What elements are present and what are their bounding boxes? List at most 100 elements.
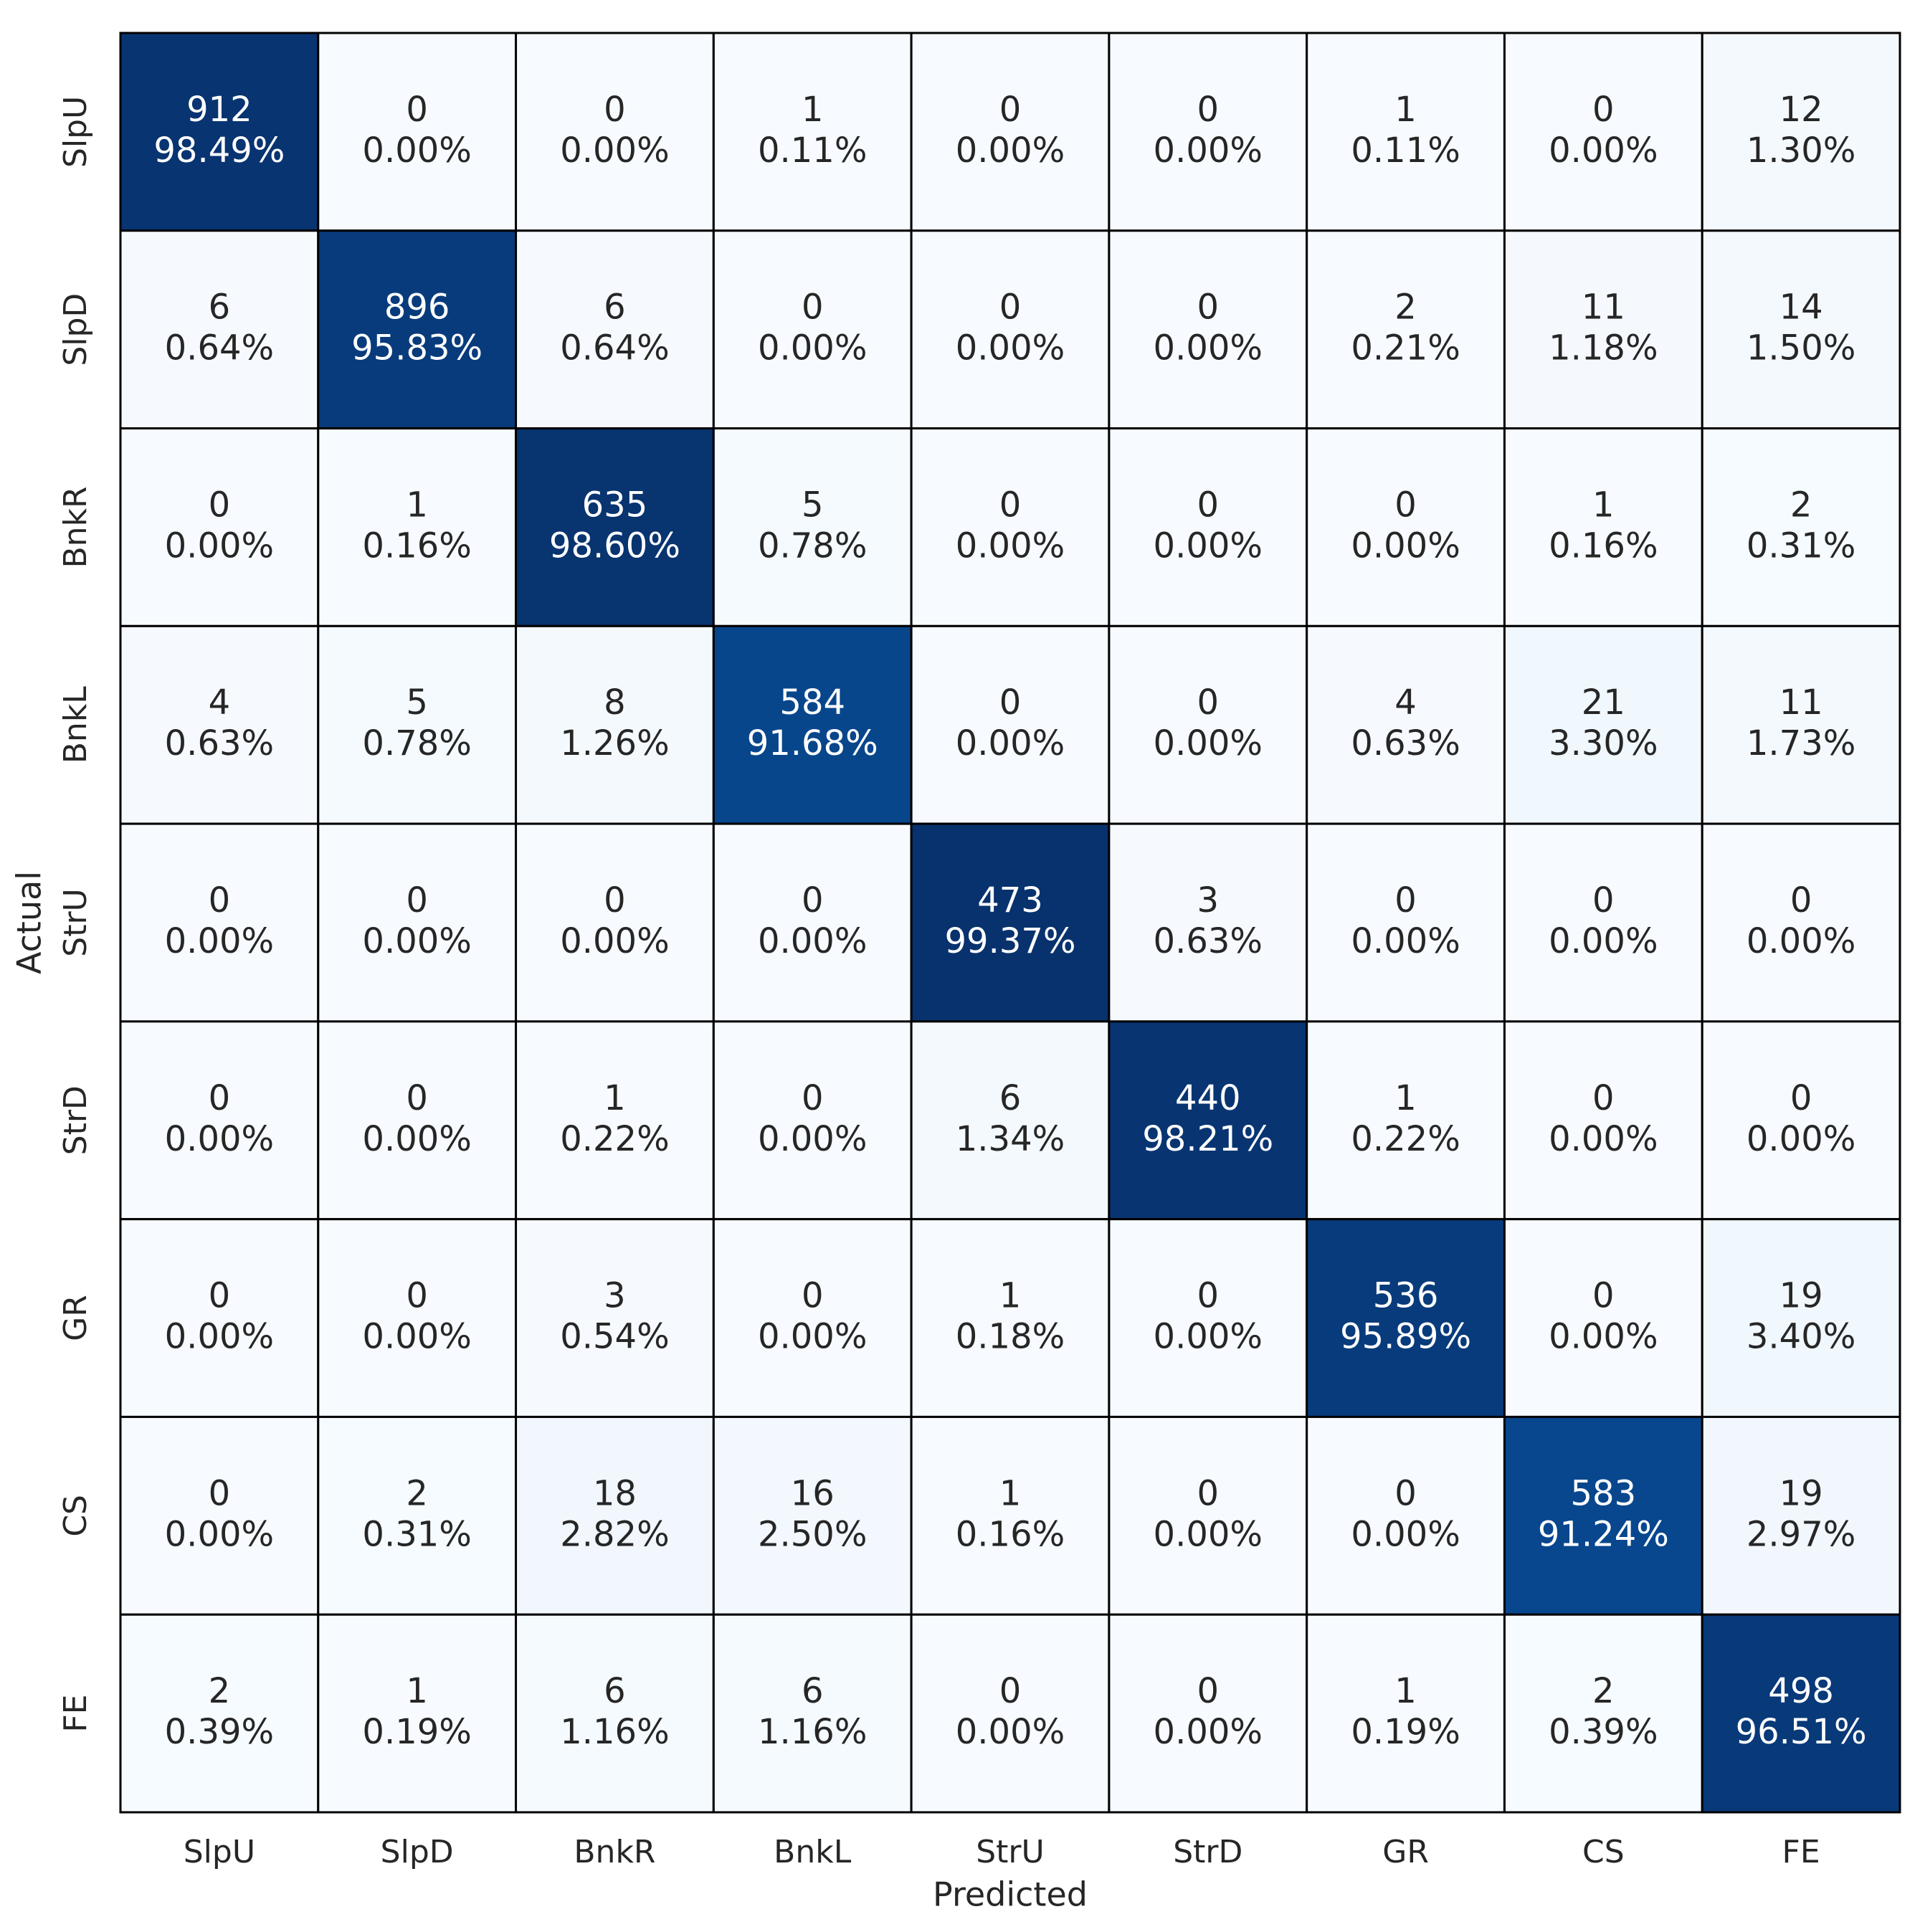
heatmap-cell bbox=[1108, 1613, 1308, 1814]
heatmap-cell bbox=[119, 1415, 320, 1616]
cell-count: 19 bbox=[1779, 1473, 1823, 1513]
heatmap-cell bbox=[515, 427, 715, 627]
heatmap-cell bbox=[515, 32, 715, 232]
heatmap-cell bbox=[1306, 1613, 1506, 1814]
cell-count: 1 bbox=[999, 1276, 1022, 1316]
cell-percent: 3.40% bbox=[1746, 1317, 1855, 1357]
cell-percent: 0.00% bbox=[956, 1712, 1065, 1752]
heatmap-cell bbox=[712, 427, 913, 627]
heatmap-cell bbox=[910, 427, 1111, 627]
heatmap-cell bbox=[515, 1218, 715, 1418]
cell-count: 2 bbox=[406, 1473, 428, 1513]
cell-count: 0 bbox=[1197, 1276, 1220, 1316]
cell-count: 635 bbox=[582, 485, 648, 525]
cell-count: 0 bbox=[999, 1671, 1022, 1711]
cell-percent: 0.00% bbox=[1154, 1712, 1263, 1752]
cell-percent: 0.00% bbox=[362, 130, 471, 171]
heatmap-cell bbox=[119, 1020, 320, 1221]
cell-percent: 0.00% bbox=[362, 1317, 471, 1357]
heatmap-cell bbox=[1701, 427, 1901, 627]
cell-percent: 98.60% bbox=[549, 525, 680, 566]
cell-percent: 0.00% bbox=[362, 921, 471, 961]
heatmap-cell bbox=[910, 1415, 1111, 1616]
cell-count: 0 bbox=[1790, 1078, 1812, 1118]
heatmap-cell bbox=[1108, 822, 1308, 1023]
heatmap-cell bbox=[712, 32, 913, 232]
cell-percent: 1.50% bbox=[1746, 328, 1855, 368]
cell-count: 1 bbox=[604, 1078, 626, 1118]
heatmap-cell bbox=[119, 1218, 320, 1418]
cell-count: 0 bbox=[1394, 1473, 1417, 1513]
heatmap-cell bbox=[1503, 624, 1703, 825]
heatmap-cell bbox=[910, 1020, 1111, 1221]
cell-count: 583 bbox=[1571, 1473, 1637, 1513]
cell-percent: 0.54% bbox=[560, 1317, 669, 1357]
cell-count: 6 bbox=[802, 1671, 824, 1711]
cell-percent: 0.16% bbox=[1549, 525, 1658, 566]
cell-count: 1 bbox=[802, 90, 824, 130]
y-tick-label: SlpU bbox=[57, 96, 94, 168]
cell-count: 14 bbox=[1779, 287, 1823, 328]
cell-count: 21 bbox=[1582, 682, 1625, 723]
cell-percent: 0.21% bbox=[1351, 328, 1460, 368]
heatmap-cell bbox=[1701, 1020, 1901, 1221]
y-tick-label: SlpD bbox=[57, 293, 94, 366]
cell-count: 6 bbox=[604, 1671, 626, 1711]
cell-count: 896 bbox=[384, 287, 450, 328]
x-axis-label: Predicted bbox=[933, 1875, 1088, 1914]
cell-percent: 91.24% bbox=[1538, 1514, 1669, 1554]
cell-count: 912 bbox=[186, 90, 252, 130]
cell-percent: 0.39% bbox=[165, 1712, 274, 1752]
cell-percent: 0.00% bbox=[165, 525, 274, 566]
heatmap-cell bbox=[910, 229, 1111, 430]
heatmap-cell bbox=[1306, 1415, 1506, 1616]
cell-count: 1 bbox=[406, 485, 428, 525]
cell-count: 4 bbox=[209, 682, 231, 723]
heatmap-cell bbox=[1701, 1613, 1901, 1814]
y-tick-label: StrU bbox=[57, 888, 94, 956]
cell-count: 0 bbox=[604, 880, 626, 920]
x-tick-label: CS bbox=[1582, 1834, 1625, 1870]
cell-percent: 3.30% bbox=[1549, 723, 1658, 763]
y-tick-label: GR bbox=[57, 1295, 94, 1341]
cell-percent: 0.63% bbox=[1154, 921, 1263, 961]
heatmap-cell bbox=[1701, 624, 1901, 825]
cell-percent: 0.00% bbox=[1549, 921, 1658, 961]
cell-percent: 0.64% bbox=[560, 328, 669, 368]
cell-count: 2 bbox=[1394, 287, 1417, 328]
cell-percent: 0.00% bbox=[1746, 1119, 1855, 1159]
cell-percent: 0.00% bbox=[1351, 525, 1460, 566]
heatmap-cell bbox=[1503, 32, 1703, 232]
cell-count: 11 bbox=[1779, 682, 1823, 723]
heatmap-cell bbox=[1306, 1218, 1506, 1418]
cell-count: 2 bbox=[209, 1671, 231, 1711]
heatmap-cell bbox=[119, 427, 320, 627]
x-tick-label: StrD bbox=[1173, 1834, 1242, 1870]
cell-percent: 0.00% bbox=[1351, 1514, 1460, 1554]
heatmap-cell bbox=[317, 1020, 518, 1221]
heatmap-cell bbox=[1108, 32, 1308, 232]
cell-percent: 0.00% bbox=[165, 1317, 274, 1357]
cell-count: 0 bbox=[406, 880, 428, 920]
cell-percent: 98.21% bbox=[1142, 1119, 1273, 1159]
heatmap-cell bbox=[1306, 229, 1506, 430]
cell-percent: 1.16% bbox=[560, 1712, 669, 1752]
heatmap-cell bbox=[515, 1613, 715, 1814]
y-tick-label: FE bbox=[57, 1695, 94, 1733]
cell-percent: 0.00% bbox=[758, 328, 867, 368]
x-tick-label: StrU bbox=[976, 1834, 1044, 1870]
heatmap-cell bbox=[1701, 822, 1901, 1023]
cell-count: 0 bbox=[1592, 880, 1615, 920]
cell-count: 0 bbox=[999, 287, 1022, 328]
cell-percent: 99.37% bbox=[944, 921, 1075, 961]
cell-percent: 0.00% bbox=[1746, 921, 1855, 961]
cell-percent: 0.63% bbox=[1351, 723, 1460, 763]
cell-count: 0 bbox=[1592, 90, 1615, 130]
cell-count: 0 bbox=[604, 90, 626, 130]
heatmap-cell bbox=[1503, 229, 1703, 430]
y-tick-label: CS bbox=[57, 1495, 94, 1537]
heatmap-cell bbox=[317, 427, 518, 627]
cell-percent: 0.22% bbox=[560, 1119, 669, 1159]
cell-count: 0 bbox=[406, 90, 428, 130]
